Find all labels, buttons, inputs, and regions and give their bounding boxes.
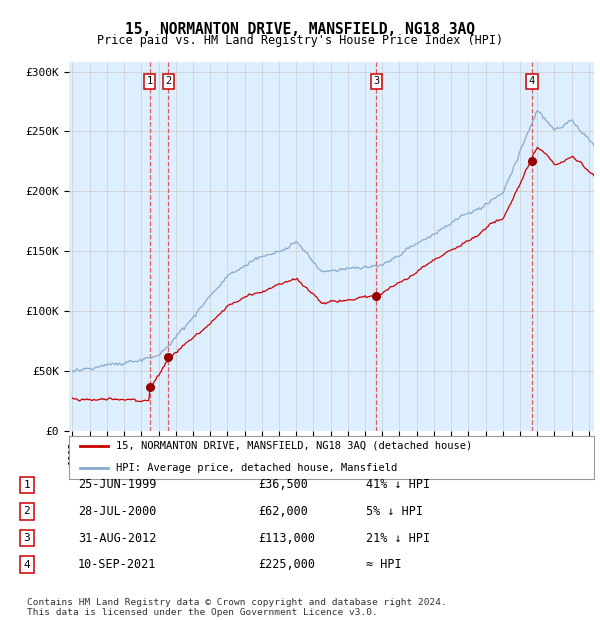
Text: 3: 3	[373, 76, 380, 86]
Text: £113,000: £113,000	[258, 532, 315, 544]
Text: 41% ↓ HPI: 41% ↓ HPI	[366, 479, 430, 491]
Text: Contains HM Land Registry data © Crown copyright and database right 2024.: Contains HM Land Registry data © Crown c…	[27, 598, 447, 607]
Text: £36,500: £36,500	[258, 479, 308, 491]
Text: 1: 1	[146, 76, 153, 86]
Text: 15, NORMANTON DRIVE, MANSFIELD, NG18 3AQ (detached house): 15, NORMANTON DRIVE, MANSFIELD, NG18 3AQ…	[116, 441, 473, 451]
Text: Price paid vs. HM Land Registry's House Price Index (HPI): Price paid vs. HM Land Registry's House …	[97, 34, 503, 47]
Text: 21% ↓ HPI: 21% ↓ HPI	[366, 532, 430, 544]
Text: HPI: Average price, detached house, Mansfield: HPI: Average price, detached house, Mans…	[116, 463, 398, 473]
Text: £62,000: £62,000	[258, 505, 308, 518]
Text: 10-SEP-2021: 10-SEP-2021	[78, 559, 157, 571]
Text: 28-JUL-2000: 28-JUL-2000	[78, 505, 157, 518]
Text: 2: 2	[23, 507, 31, 516]
Text: ≈ HPI: ≈ HPI	[366, 559, 401, 571]
Text: £225,000: £225,000	[258, 559, 315, 571]
Text: 1: 1	[23, 480, 31, 490]
Text: 4: 4	[23, 560, 31, 570]
Text: 31-AUG-2012: 31-AUG-2012	[78, 532, 157, 544]
Text: 2: 2	[165, 76, 172, 86]
Text: This data is licensed under the Open Government Licence v3.0.: This data is licensed under the Open Gov…	[27, 608, 378, 617]
Text: 5% ↓ HPI: 5% ↓ HPI	[366, 505, 423, 518]
Text: 25-JUN-1999: 25-JUN-1999	[78, 479, 157, 491]
Text: 4: 4	[529, 76, 535, 86]
Text: 3: 3	[23, 533, 31, 543]
Text: 15, NORMANTON DRIVE, MANSFIELD, NG18 3AQ: 15, NORMANTON DRIVE, MANSFIELD, NG18 3AQ	[125, 22, 475, 37]
